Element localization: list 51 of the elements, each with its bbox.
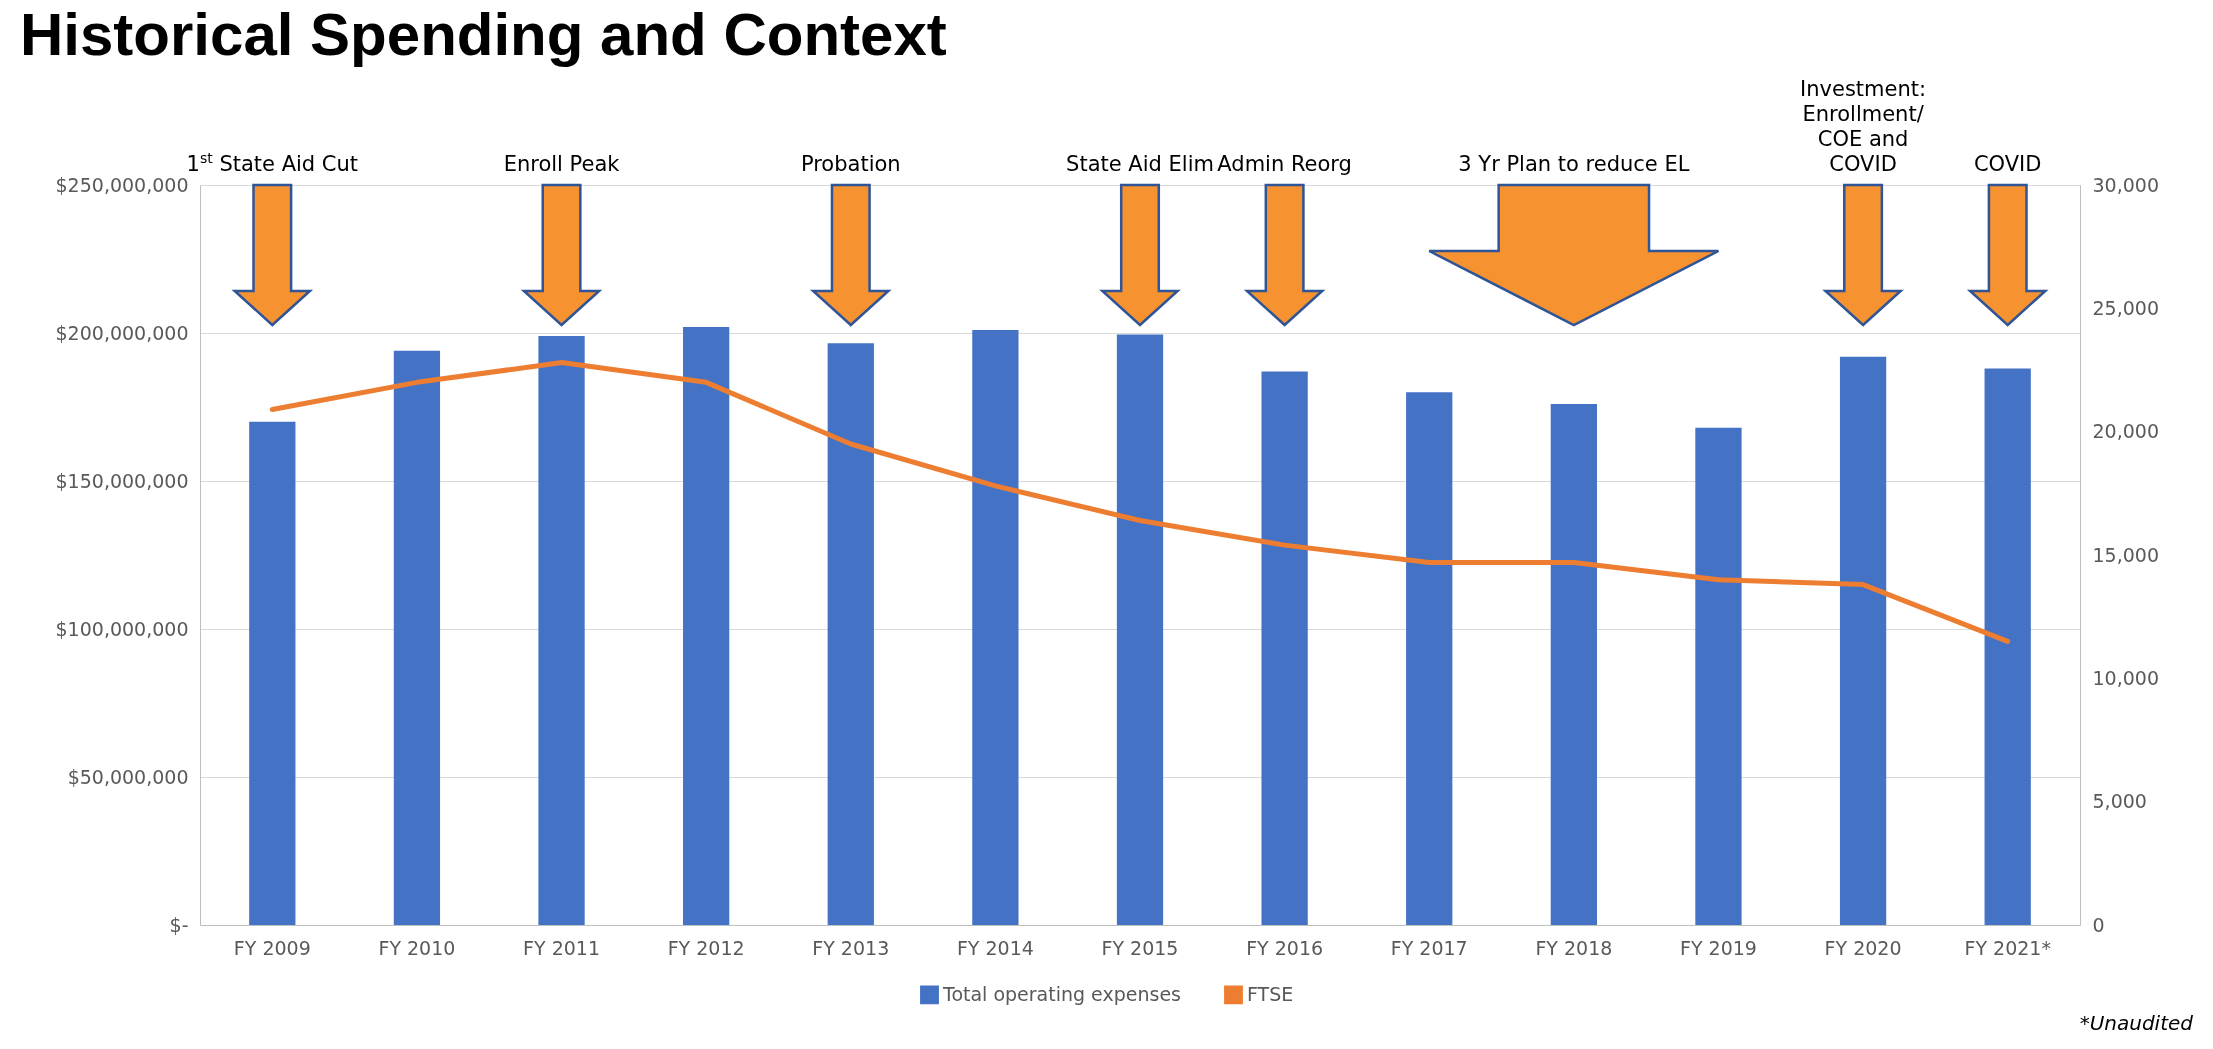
y-tick-label: $200,000,000 — [55, 321, 189, 344]
y2-tick-label: 5,000 — [2092, 790, 2147, 813]
y-tick-label: $150,000,000 — [55, 469, 189, 492]
y-tick-label: $250,000,000 — [55, 173, 189, 196]
x-tick-label: FY 2016 — [1246, 936, 1324, 959]
bar — [1406, 392, 1453, 925]
x-tick-label: FY 2021* — [1964, 936, 2051, 959]
y-tick-label: $- — [169, 913, 189, 936]
y2-tick-label: 15,000 — [2092, 543, 2159, 566]
bar — [1839, 356, 1887, 925]
legend-label: Total operating expenses — [942, 982, 1181, 1005]
y2-tick-label: 10,000 — [2092, 666, 2159, 689]
y2-tick-label: 30,000 — [2092, 173, 2159, 196]
text: State Aid Elim — [1066, 152, 1214, 176]
x-tick-label: FY 2018 — [1535, 936, 1613, 959]
x-tick-label: FY 2012 — [667, 936, 745, 959]
text: COVID — [1973, 152, 2042, 176]
bar — [683, 327, 730, 925]
bar — [1116, 334, 1164, 925]
bar — [1261, 371, 1308, 925]
y2-tick-label: 25,000 — [2092, 296, 2159, 319]
text: Probation — [800, 152, 901, 176]
y2-tick-label: 20,000 — [2092, 420, 2159, 443]
bar — [1550, 404, 1597, 925]
bar — [393, 350, 441, 925]
bar — [827, 343, 874, 925]
bar — [249, 421, 296, 925]
bar — [1695, 427, 1742, 925]
text: Investment: Enrollment/ COE and COVID — [1800, 77, 1927, 176]
x-tick-label: FY 2020 — [1824, 936, 1902, 959]
legend-label: FTSE — [1247, 982, 1294, 1005]
chart-title: Historical Spending and Context — [19, 0, 948, 70]
x-tick-label: FY 2014 — [956, 936, 1034, 959]
x-tick-label: FY 2011 — [523, 936, 601, 959]
y2-tick-label: 0 — [2092, 913, 2105, 936]
x-tick-label: FY 2013 — [812, 936, 890, 959]
x-tick-label: FY 2015 — [1101, 936, 1179, 959]
bar — [1984, 368, 2031, 925]
x-tick-label: FY 2009 — [233, 936, 311, 959]
text: Enroll Peak — [503, 152, 621, 176]
x-tick-label: FY 2010 — [378, 936, 456, 959]
bar — [538, 335, 585, 925]
y-tick-label: $50,000,000 — [67, 765, 189, 788]
text: 1$^{st}$ State Aid Cut — [186, 150, 359, 176]
x-tick-label: FY 2017 — [1390, 936, 1468, 959]
text: Admin Reorg — [1217, 152, 1352, 176]
text: 3 Yr Plan to reduce EL — [1458, 152, 1690, 176]
x-tick-label: FY 2019 — [1679, 936, 1757, 959]
text: *Unaudited — [2079, 1011, 2193, 1035]
bar — [972, 330, 1019, 925]
y-tick-label: $100,000,000 — [55, 617, 189, 640]
